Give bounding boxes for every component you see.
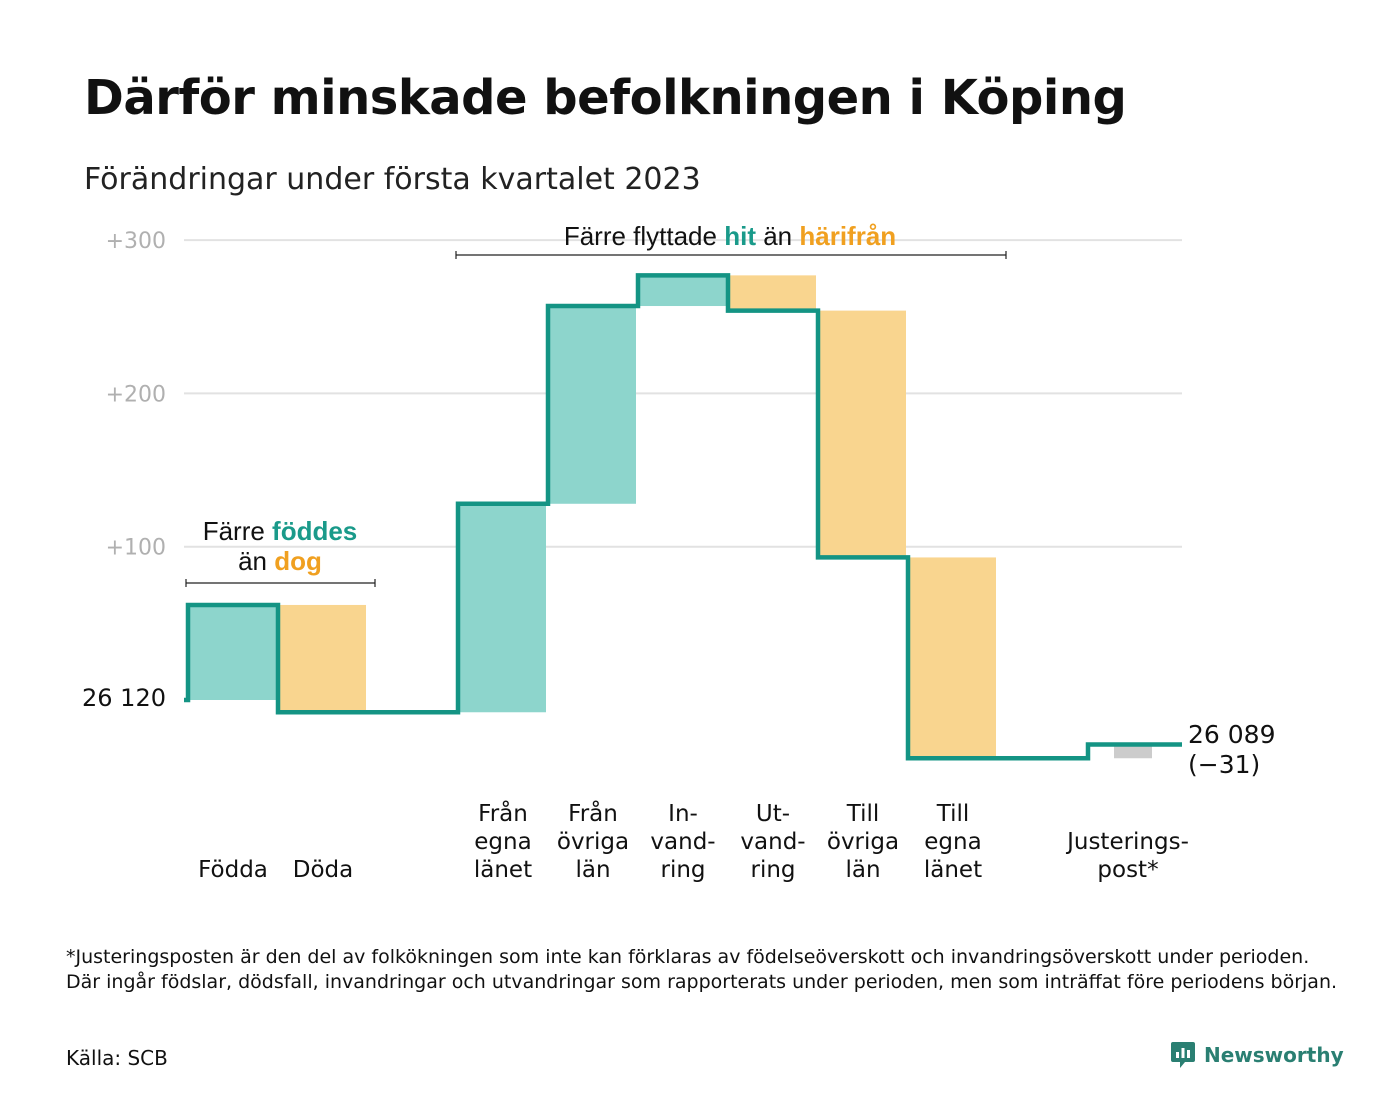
end-value-label: 26 089 [1188,720,1275,749]
annotation-births-line2: än dog [238,546,322,576]
y-tick-label: +300 [106,229,166,254]
bar-inflow [190,604,276,700]
category-label: länet [924,857,982,883]
end-change-label: (−31) [1188,750,1260,779]
chart-subtitle: Förändringar under första kvartalet 2023 [84,162,701,197]
bar-outflow [820,310,906,558]
category-label: länet [474,857,532,883]
category-label: Från [568,799,618,827]
waterfall-chart: +100 +200 +300 26 120 26 089(−31) Födda Döda Fr… [82,221,1275,883]
category-label: post* [1097,857,1158,883]
category-label: Döda [293,857,353,883]
cumulative-step-line [184,273,1182,761]
category-label: län [575,857,610,883]
category-label: Födda [198,857,268,883]
annotation-migration: Färre flyttade hit än härifrån [564,221,896,251]
category-label: övriga [827,829,899,855]
category-label: Justerings- [1065,829,1189,855]
source-label: Källa: SCB [66,1046,168,1070]
category-label: vand- [740,829,805,855]
category-label: In- [668,801,698,827]
y-tick-label: +100 [106,536,166,561]
annotation-births-line1: Färre föddes [203,516,358,546]
category-label: egna [474,829,531,855]
footnote: *Justeringsposten är den del av folkökni… [66,946,1338,993]
bar-inflow [640,275,726,307]
brand-name: Newsworthy [1204,1043,1344,1067]
bar-outflow [280,604,366,713]
bar-inflow [550,306,636,504]
y-tick-label: +200 [106,382,166,407]
category-label: ring [750,857,795,883]
brand-logo: Newsworthy [1170,1040,1344,1070]
baseline-label: 26 120 [82,684,166,712]
newsworthy-logo-icon [1171,1042,1195,1068]
category-label: vand- [650,829,715,855]
category-label: Från [478,799,528,827]
category-label: ring [660,857,705,883]
bar-adjustment [1114,744,1152,759]
category-label: Till [936,801,970,827]
bar-inflow [460,503,546,713]
category-label: övriga [557,829,629,855]
bar-outflow [910,557,996,759]
category-label: egna [924,829,981,855]
chart-title: Därför minskade befolkningen i Köping [84,70,1127,126]
category-label: Ut- [756,801,790,827]
category-label: län [845,857,880,883]
bar-outflow [730,275,816,311]
category-label: Till [846,801,880,827]
